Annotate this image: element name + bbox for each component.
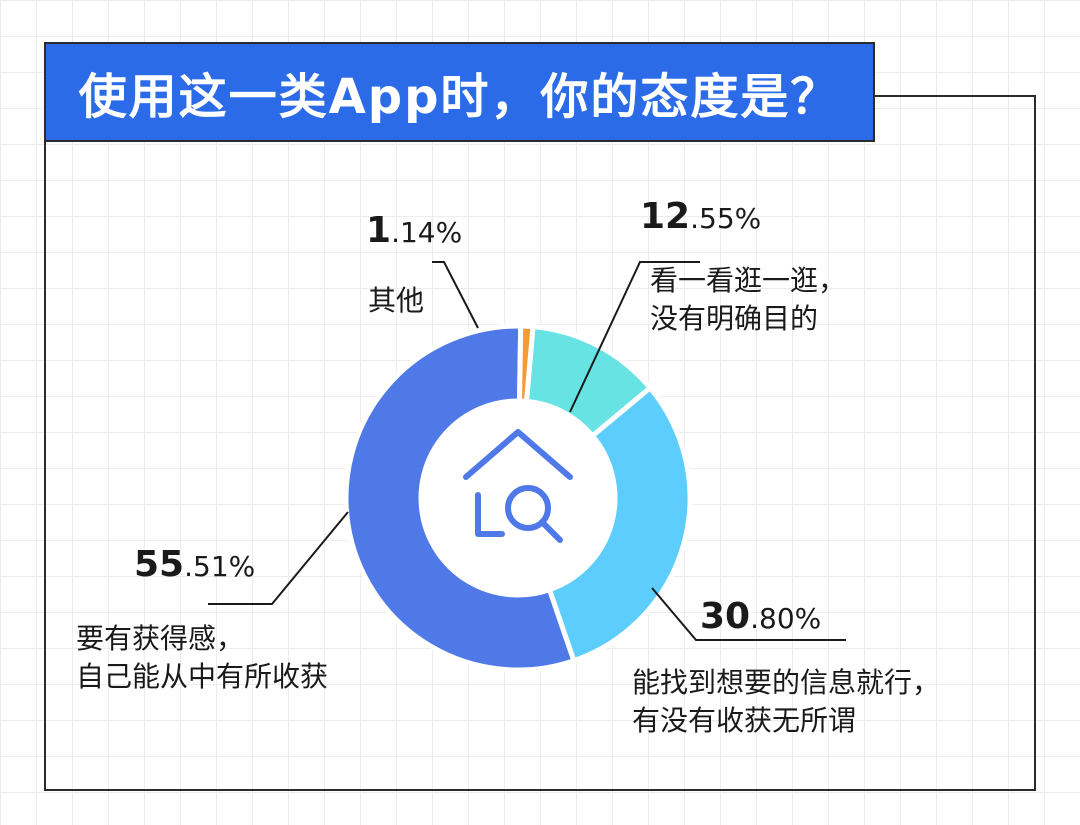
category-label-info-line1: 能找到想要的信息就行， <box>632 666 941 699</box>
data-label-other-int: 1 <box>366 210 392 251</box>
data-label-info: 30.80% <box>700 596 821 637</box>
category-label-casual-line2: 没有明确目的 <box>650 302 819 335</box>
data-label-other-dec: .14% <box>391 216 463 249</box>
data-label-gain: 55.51% <box>134 544 255 585</box>
category-label-info: 能找到想要的信息就行， 有没有收获无所谓 <box>632 664 940 740</box>
data-label-other: 1.14% <box>366 210 462 251</box>
chart-title: 使用这一类App时，你的态度是？ <box>78 69 841 125</box>
data-label-gain-dec: .51% <box>184 550 256 583</box>
category-label-casual-line1: 看一看逛一逛， <box>650 264 847 297</box>
category-label-other-line1: 其他 <box>368 284 425 317</box>
leader-line-gain <box>208 511 349 605</box>
leader-line-other <box>432 261 479 329</box>
data-label-info-dec: .80% <box>750 602 822 635</box>
category-label-info-line2: 有没有收获无所谓 <box>632 704 857 737</box>
house-search-icon <box>463 429 573 543</box>
category-label-casual: 看一看逛一逛， 没有明确目的 <box>650 262 846 338</box>
category-label-gain: 要有获得感， 自己能从中有所收获 <box>76 620 328 696</box>
title-banner: 使用这一类App时，你的态度是？ <box>44 42 875 142</box>
category-label-other: 其他 <box>368 282 424 320</box>
data-label-gain-int: 55 <box>134 544 185 585</box>
category-label-gain-line2: 自己能从中有所收获 <box>76 660 329 693</box>
leader-line-info <box>651 587 846 641</box>
donut-hole <box>421 401 615 595</box>
leader-line-casual <box>569 261 700 413</box>
data-label-info-int: 30 <box>700 596 751 637</box>
data-label-casual-dec: .55% <box>690 202 762 235</box>
category-label-gain-line1: 要有获得感， <box>76 622 245 655</box>
data-label-casual-int: 12 <box>640 196 691 237</box>
data-label-casual: 12.55% <box>640 196 761 237</box>
